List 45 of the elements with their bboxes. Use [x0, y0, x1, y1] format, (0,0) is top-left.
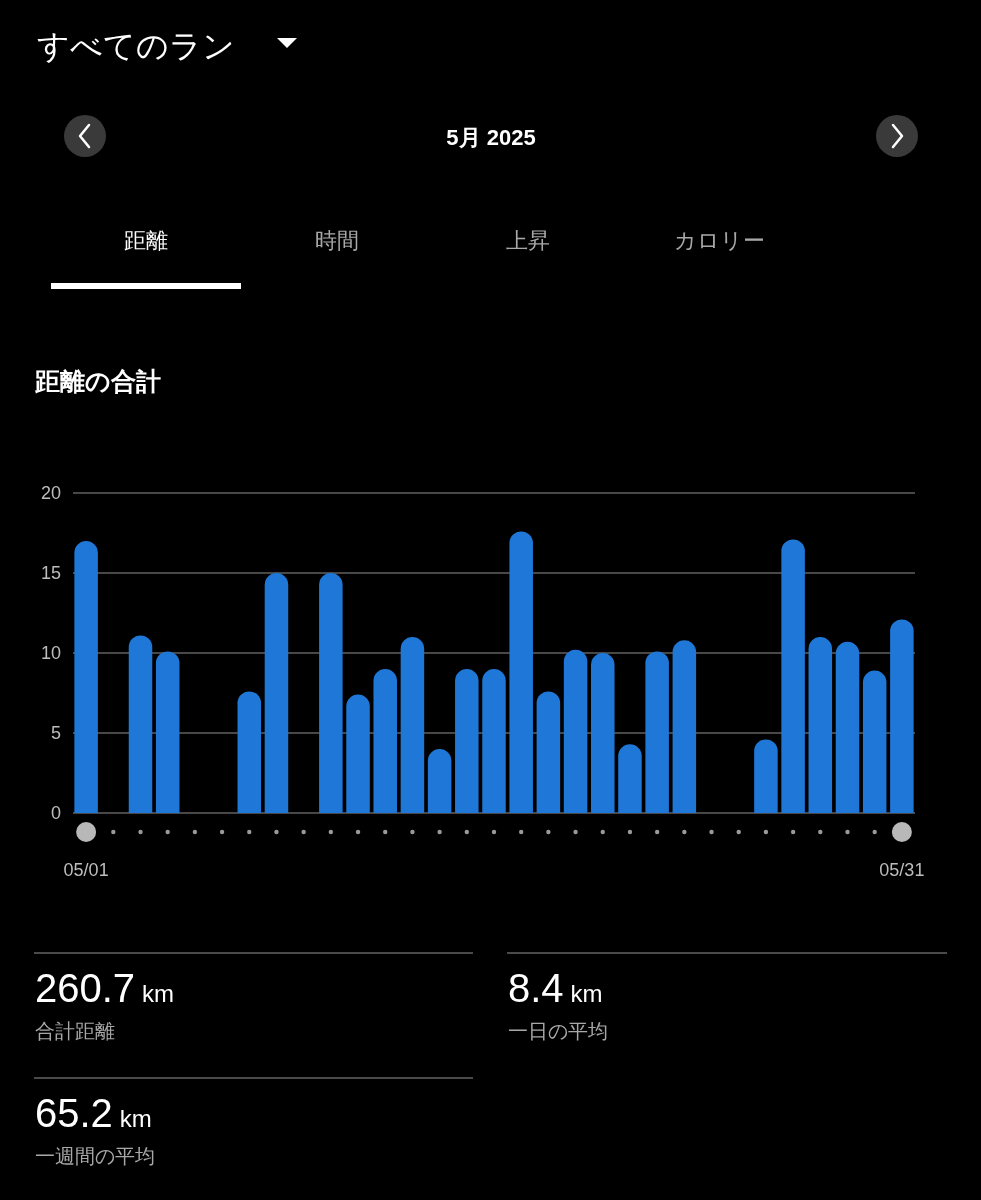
- bar: [672, 640, 697, 813]
- bar: [427, 749, 452, 813]
- text: 5月 2025: [446, 125, 536, 150]
- y-tick-label: 10: [40, 643, 61, 663]
- bar: [319, 573, 343, 813]
- text: カロリー: [673, 228, 765, 253]
- text: 上昇: [506, 228, 550, 253]
- chart-title: 距離の合計: [34, 367, 161, 395]
- bar: [645, 651, 669, 813]
- text: 8.4 km: [508, 966, 603, 1010]
- bar: [781, 539, 805, 813]
- bar: [808, 637, 833, 813]
- y-tick-label: 20: [40, 483, 61, 503]
- bar: [618, 744, 642, 813]
- bar: [890, 619, 914, 813]
- y-tick-label: 15: [40, 563, 61, 583]
- text: 260.7 km: [35, 966, 175, 1010]
- bar: [754, 739, 778, 813]
- y-tick-label: 0: [50, 803, 61, 823]
- text: 距離: [124, 228, 168, 253]
- bar: [835, 641, 860, 813]
- bar: [591, 653, 615, 813]
- text: 時間: [315, 228, 359, 253]
- bar: [400, 637, 425, 813]
- x-tick-label: 05/31: [879, 860, 925, 880]
- text: 65.2 km: [35, 1091, 152, 1135]
- y-tick-label: 5: [50, 723, 61, 743]
- x-tick-label: 05/01: [63, 860, 109, 880]
- text: 合計距離: [35, 1020, 115, 1042]
- bar: [74, 541, 98, 813]
- text: すべてのラン: [37, 28, 235, 64]
- bar: [482, 669, 506, 813]
- bar: [346, 694, 370, 813]
- bar: [455, 669, 479, 813]
- bar: [509, 531, 533, 813]
- bar: [373, 669, 397, 813]
- text: 一週間の平均: [35, 1145, 155, 1167]
- bar: [128, 635, 153, 813]
- bar: [155, 651, 180, 813]
- text: 一日の平均: [508, 1020, 608, 1042]
- bar: [862, 670, 887, 813]
- bar: [237, 691, 262, 813]
- bar: [264, 573, 289, 813]
- bar: [536, 691, 561, 813]
- bar: [563, 649, 588, 813]
